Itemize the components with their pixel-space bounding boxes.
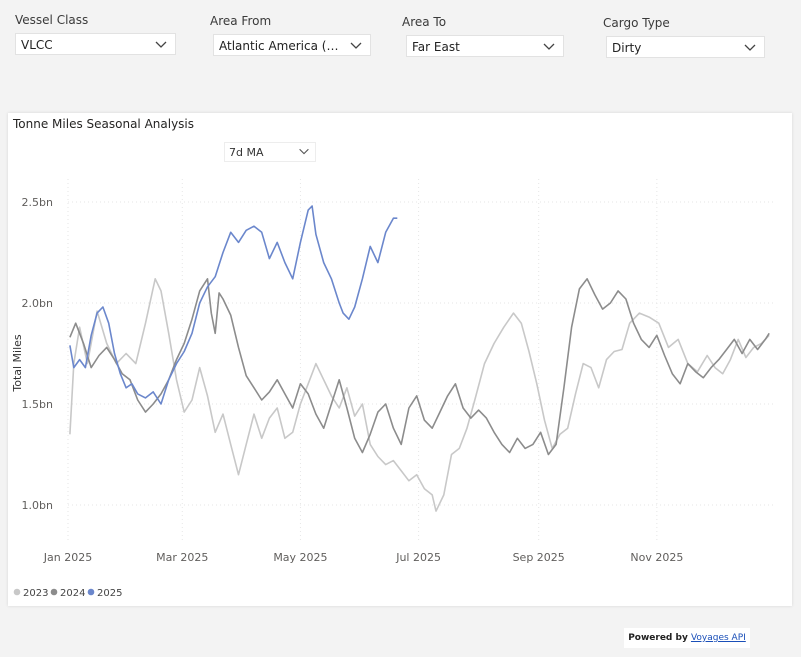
x-tick-label: Jan 2025 xyxy=(43,551,92,564)
y-tick-label: 1.5bn xyxy=(22,398,53,411)
filter-cargo-type: Cargo Type Dirty xyxy=(603,16,765,58)
filter-label: Area To xyxy=(402,15,447,29)
filter-area-to: Area To Far East xyxy=(402,15,564,57)
series-line-2024 xyxy=(69,278,770,456)
filter-label: Vessel Class xyxy=(15,13,89,27)
y-tick-label: 2.0bn xyxy=(22,297,53,310)
dropdown-value: 7d MA xyxy=(229,146,264,159)
y-tick-label: 1.0bn xyxy=(22,499,53,512)
chevron-down-icon xyxy=(299,148,309,155)
chevron-down-icon xyxy=(350,42,362,49)
filter-label: Area From xyxy=(210,14,272,28)
filter-label: Cargo Type xyxy=(603,16,670,30)
voyages-api-link[interactable]: Voyages API xyxy=(690,633,746,643)
series-line-2025 xyxy=(69,205,398,405)
chevron-down-icon xyxy=(744,44,756,51)
chevron-down-icon xyxy=(155,41,167,48)
legend-marker xyxy=(87,588,95,596)
powered-by-text: Powered by xyxy=(628,633,688,643)
vessel-class-dropdown[interactable]: VLCC xyxy=(15,33,176,55)
dropdown-value: Far East xyxy=(412,40,460,54)
x-tick-label: Nov 2025 xyxy=(630,551,683,564)
x-tick-label: May 2025 xyxy=(273,551,327,564)
y-axis-label: Total Miles xyxy=(11,334,24,393)
area-from-dropdown[interactable]: Atlantic America (Parent... xyxy=(213,34,371,56)
moving-average-dropdown[interactable]: 7d MA xyxy=(224,142,316,162)
chart-card: Tonne Miles Seasonal Analysis 7d MA 1.0b… xyxy=(8,113,792,606)
dropdown-value: VLCC xyxy=(21,38,53,52)
legend-marker xyxy=(13,588,21,596)
x-tick-label: Mar 2025 xyxy=(156,551,208,564)
filter-vessel-class: Vessel Class VLCC xyxy=(15,13,176,55)
dropdown-value: Dirty xyxy=(612,41,642,55)
area-to-dropdown[interactable]: Far East xyxy=(406,35,564,57)
series-line-2023 xyxy=(69,278,770,512)
chart-title: Tonne Miles Seasonal Analysis xyxy=(13,117,195,131)
chevron-down-icon xyxy=(543,43,555,50)
x-tick-label: Jul 2025 xyxy=(395,551,441,564)
x-tick-label: Sep 2025 xyxy=(513,551,565,564)
legend-label: 2023 xyxy=(23,588,48,599)
legend-label: 2025 xyxy=(97,588,122,599)
y-tick-label: 2.5bn xyxy=(22,196,53,209)
dropdown-value: Atlantic America (Parent... xyxy=(219,39,344,53)
legend-label: 2024 xyxy=(60,588,85,599)
powered-by-badge: Powered by Voyages API xyxy=(624,628,750,648)
seasonal-line-chart: 1.0bn 1.5bn 2.0bn 2.5bn Jan 2025 Mar 2025 May … xyxy=(11,179,775,599)
cargo-type-dropdown[interactable]: Dirty xyxy=(606,36,765,58)
filter-area-from: Area From Atlantic America (Parent... xyxy=(210,14,371,56)
legend-marker xyxy=(50,588,58,596)
